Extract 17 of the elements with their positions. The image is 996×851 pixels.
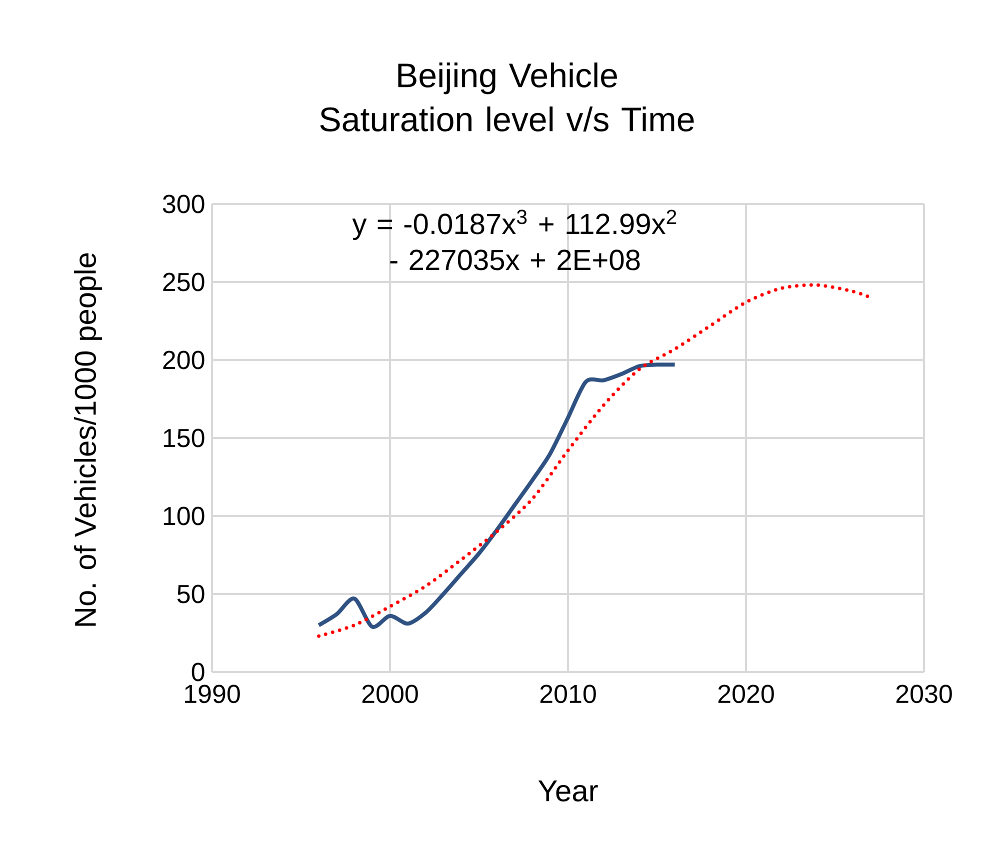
y-tick-label: 250 xyxy=(163,272,204,292)
x-axis-title: Year xyxy=(538,780,598,802)
y-tick-label: 200 xyxy=(163,350,204,370)
chart-title: Beijing Vehicle Saturation level v/s Time xyxy=(320,62,694,132)
x-tick-label: 2020 xyxy=(718,684,774,704)
y-tick-label: 100 xyxy=(164,506,204,526)
line-series xyxy=(316,362,677,629)
y-tick-label: 50 xyxy=(177,584,204,604)
y-tick-label: 150 xyxy=(164,428,204,448)
y-tick-label: 300 xyxy=(162,194,204,214)
text: y = -0.0187x$^{3}$ + 112.99x$^{2}$ - 227035x + 2E+08 xyxy=(352,210,676,270)
y-tick-label: 0 xyxy=(192,662,204,682)
x-tick-label: 2000 xyxy=(362,684,418,704)
x-tick-label: 1990 xyxy=(185,684,240,704)
y-axis-title: No. of Vehicles/1000 people xyxy=(74,253,102,626)
x-tick-label: 2030 xyxy=(896,684,952,704)
x-tick-label: 2010 xyxy=(540,684,596,704)
